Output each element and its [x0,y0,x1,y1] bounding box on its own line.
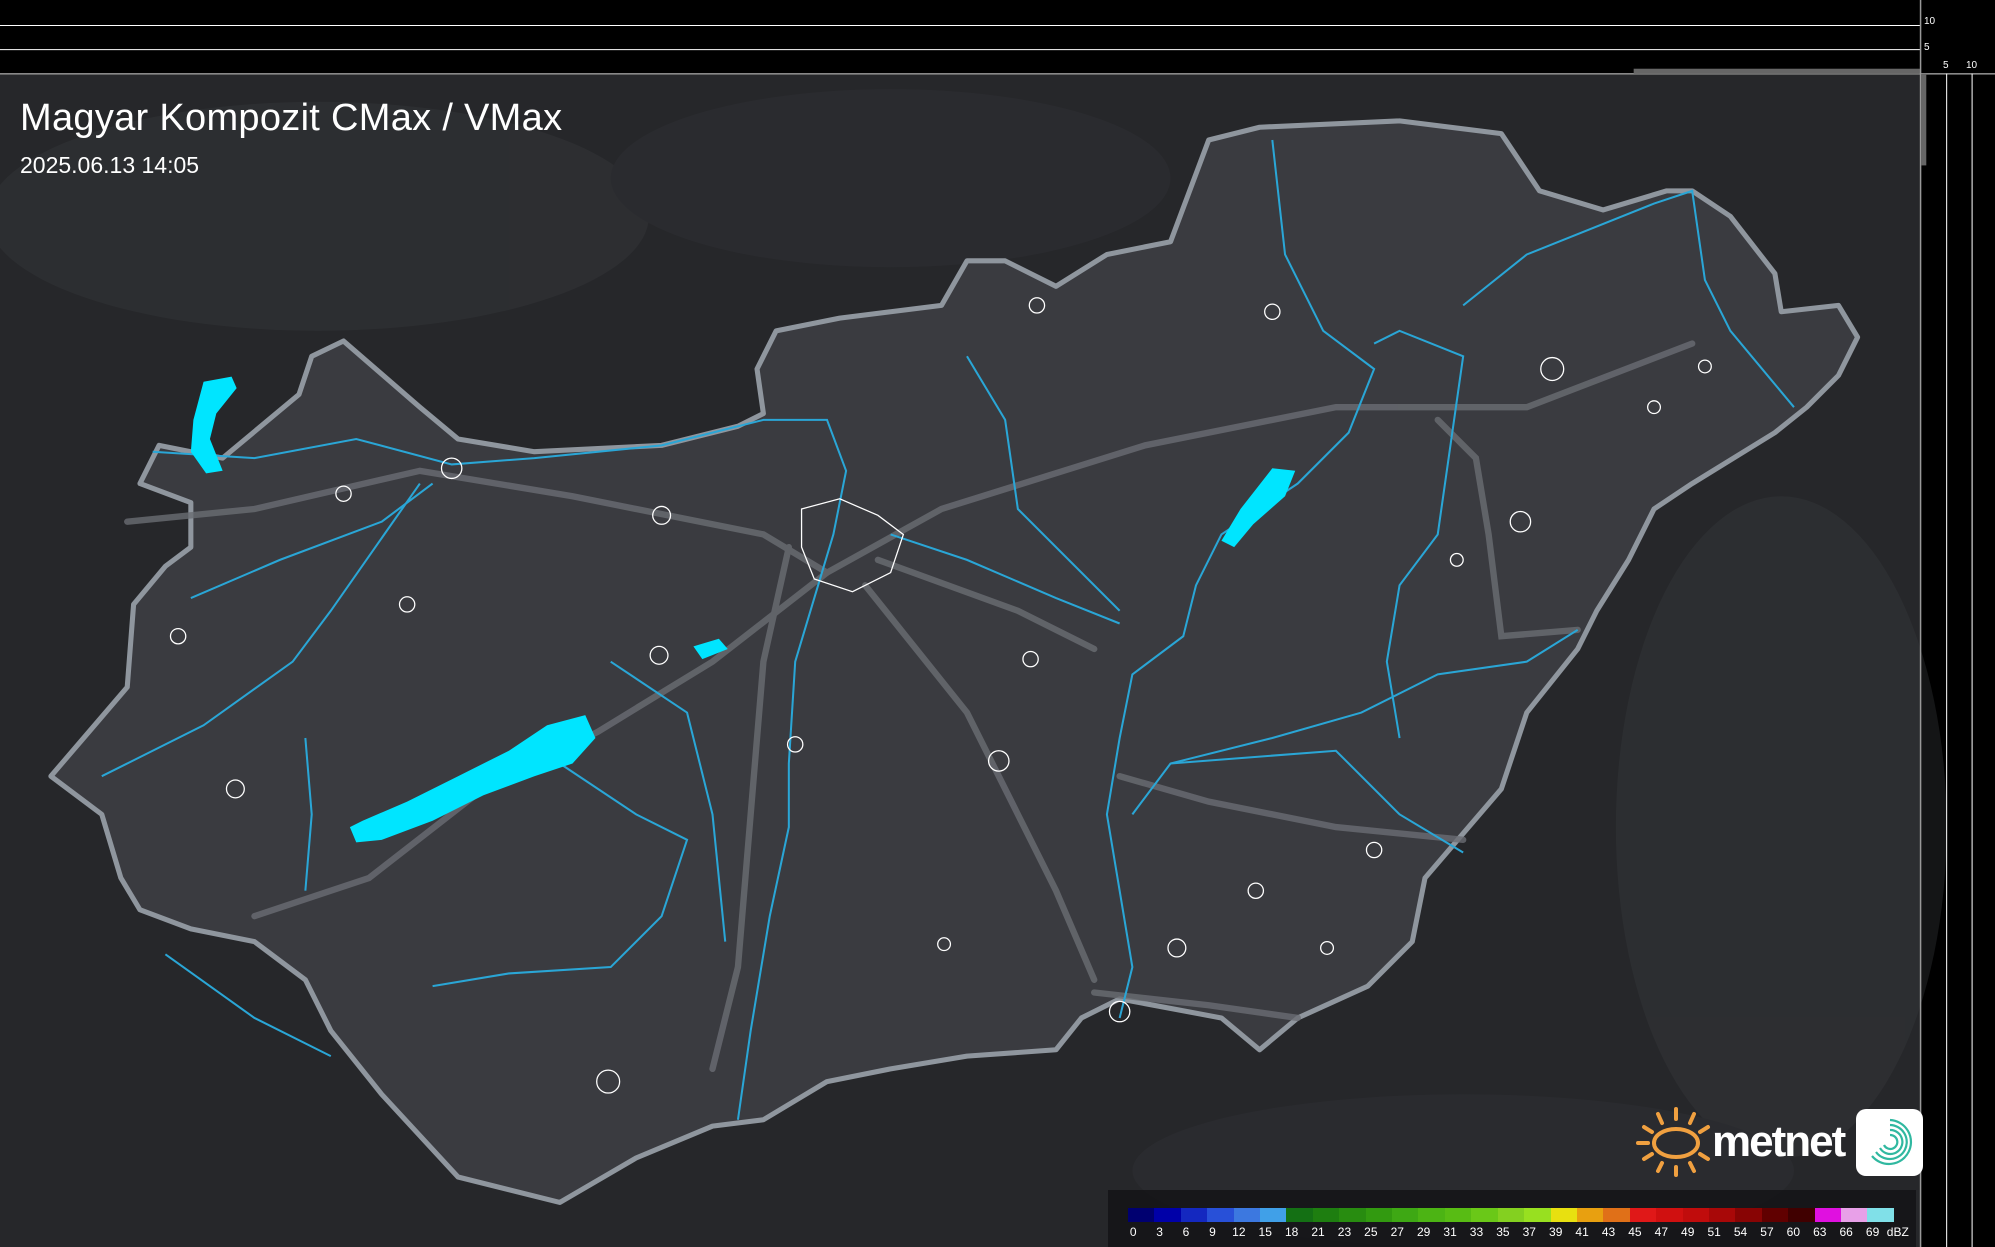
legend-swatch [1867,1208,1894,1222]
legend-label: 23 [1337,1225,1352,1239]
legend-swatch [1497,1208,1525,1222]
legend-swatch [1656,1208,1683,1222]
legend-label: 0 [1129,1225,1137,1239]
legend-swatch [1629,1208,1657,1222]
hungary-border [48,118,1861,1206]
legend-labels: 0 3 6 9 12 15 18 21 23 25 27 29 31 33 35 37 39 41 43 45 47 49… [1120,1225,1910,1239]
legend-swatch [1312,1208,1340,1222]
app-logo [1856,1108,1924,1176]
tisza-river [1105,139,1376,1019]
legend-swatch [1603,1208,1630,1222]
legend-swatch [1471,1208,1498,1222]
legend-label: 43 [1601,1225,1616,1239]
sun-icon [1636,1107,1710,1177]
legend-swatch [1576,1208,1604,1222]
settlements [169,297,1712,1094]
legend-label: 21 [1311,1225,1325,1239]
lake-tisza [1221,468,1296,548]
profile-tick-label: 10 [1924,16,1936,27]
legend-label: 6 [1182,1225,1190,1239]
legend-swatch [1154,1208,1181,1222]
legend-label: 51 [1707,1225,1721,1239]
danube-river [152,418,848,1120]
legend-swatch [1392,1208,1419,1222]
legend-label: 3 [1156,1225,1163,1239]
legend-label: 54 [1733,1225,1748,1239]
legend-label: 33 [1469,1225,1484,1239]
lake-ferto [190,376,237,474]
map-title: Magyar Kompozit CMax / VMax [20,97,563,139]
legend-swatch [1814,1208,1841,1222]
legend-label: 57 [1760,1225,1774,1239]
legend-swatch [1128,1208,1155,1222]
lake-velence [693,638,728,660]
dbz-color-legend: 0 3 6 9 12 15 18 21 23 25 27 29 31 33 35 37 39 41 43 45 47 49… [1108,1190,1916,1247]
legend-label: 49 [1681,1225,1695,1239]
profile-tick-label: 5 [1943,60,1949,71]
legend-swatch [1788,1208,1815,1222]
legend-swatch [1524,1208,1551,1222]
legend-swatch [1365,1208,1393,1222]
metnet-logo[interactable]: metnet [1636,1105,1924,1179]
legend-swatch [1180,1208,1208,1222]
legend-label: 12 [1232,1225,1246,1239]
legend-swatch [1840,1208,1868,1222]
legend-label: 41 [1575,1225,1589,1239]
legend-label: 60 [1786,1225,1801,1239]
legend-label: 47 [1654,1225,1668,1239]
timestamp: 2025.06.13 14:05 [20,152,200,178]
legend-swatch [1418,1208,1445,1222]
legend-swatch [1339,1208,1366,1222]
legend-swatch [1735,1208,1762,1222]
legend-swatch [1286,1208,1313,1222]
legend-swatch [1550,1208,1577,1222]
profile-tick-label: 5 [1924,42,1930,53]
legend-label: 37 [1522,1225,1536,1239]
legend-unit: dBZ [1886,1225,1909,1239]
legend-swatch [1682,1208,1709,1222]
legend-label: 9 [1209,1225,1216,1239]
legend-label: 25 [1364,1225,1378,1239]
legend-swatch [1761,1208,1789,1222]
legend-label: 45 [1628,1225,1642,1239]
legend-swatch [1708,1208,1736,1222]
lake-balaton [349,715,596,843]
legend-label: 69 [1865,1225,1880,1239]
legend-label: 27 [1390,1225,1404,1239]
legend-swatches [1128,1208,1894,1222]
legend-swatch [1207,1208,1234,1222]
swirl-icon [1870,1118,1912,1166]
legend-label: 31 [1443,1225,1457,1239]
legend-label: 29 [1416,1225,1431,1239]
legend-label: 15 [1258,1225,1272,1239]
legend-label: 63 [1813,1225,1827,1239]
legend-swatch [1233,1208,1261,1222]
legend-label: 66 [1839,1225,1853,1239]
legend-swatch [1444,1208,1472,1222]
legend-label: 18 [1284,1225,1299,1239]
rivers [101,139,1795,1120]
legend-swatch [1260,1208,1287,1222]
legend-label: 35 [1496,1225,1510,1239]
legend-label: 39 [1549,1225,1563,1239]
logo-text: metnet [1712,1117,1846,1166]
lakes [190,376,1296,843]
profile-tick-label: 10 [1966,60,1978,71]
